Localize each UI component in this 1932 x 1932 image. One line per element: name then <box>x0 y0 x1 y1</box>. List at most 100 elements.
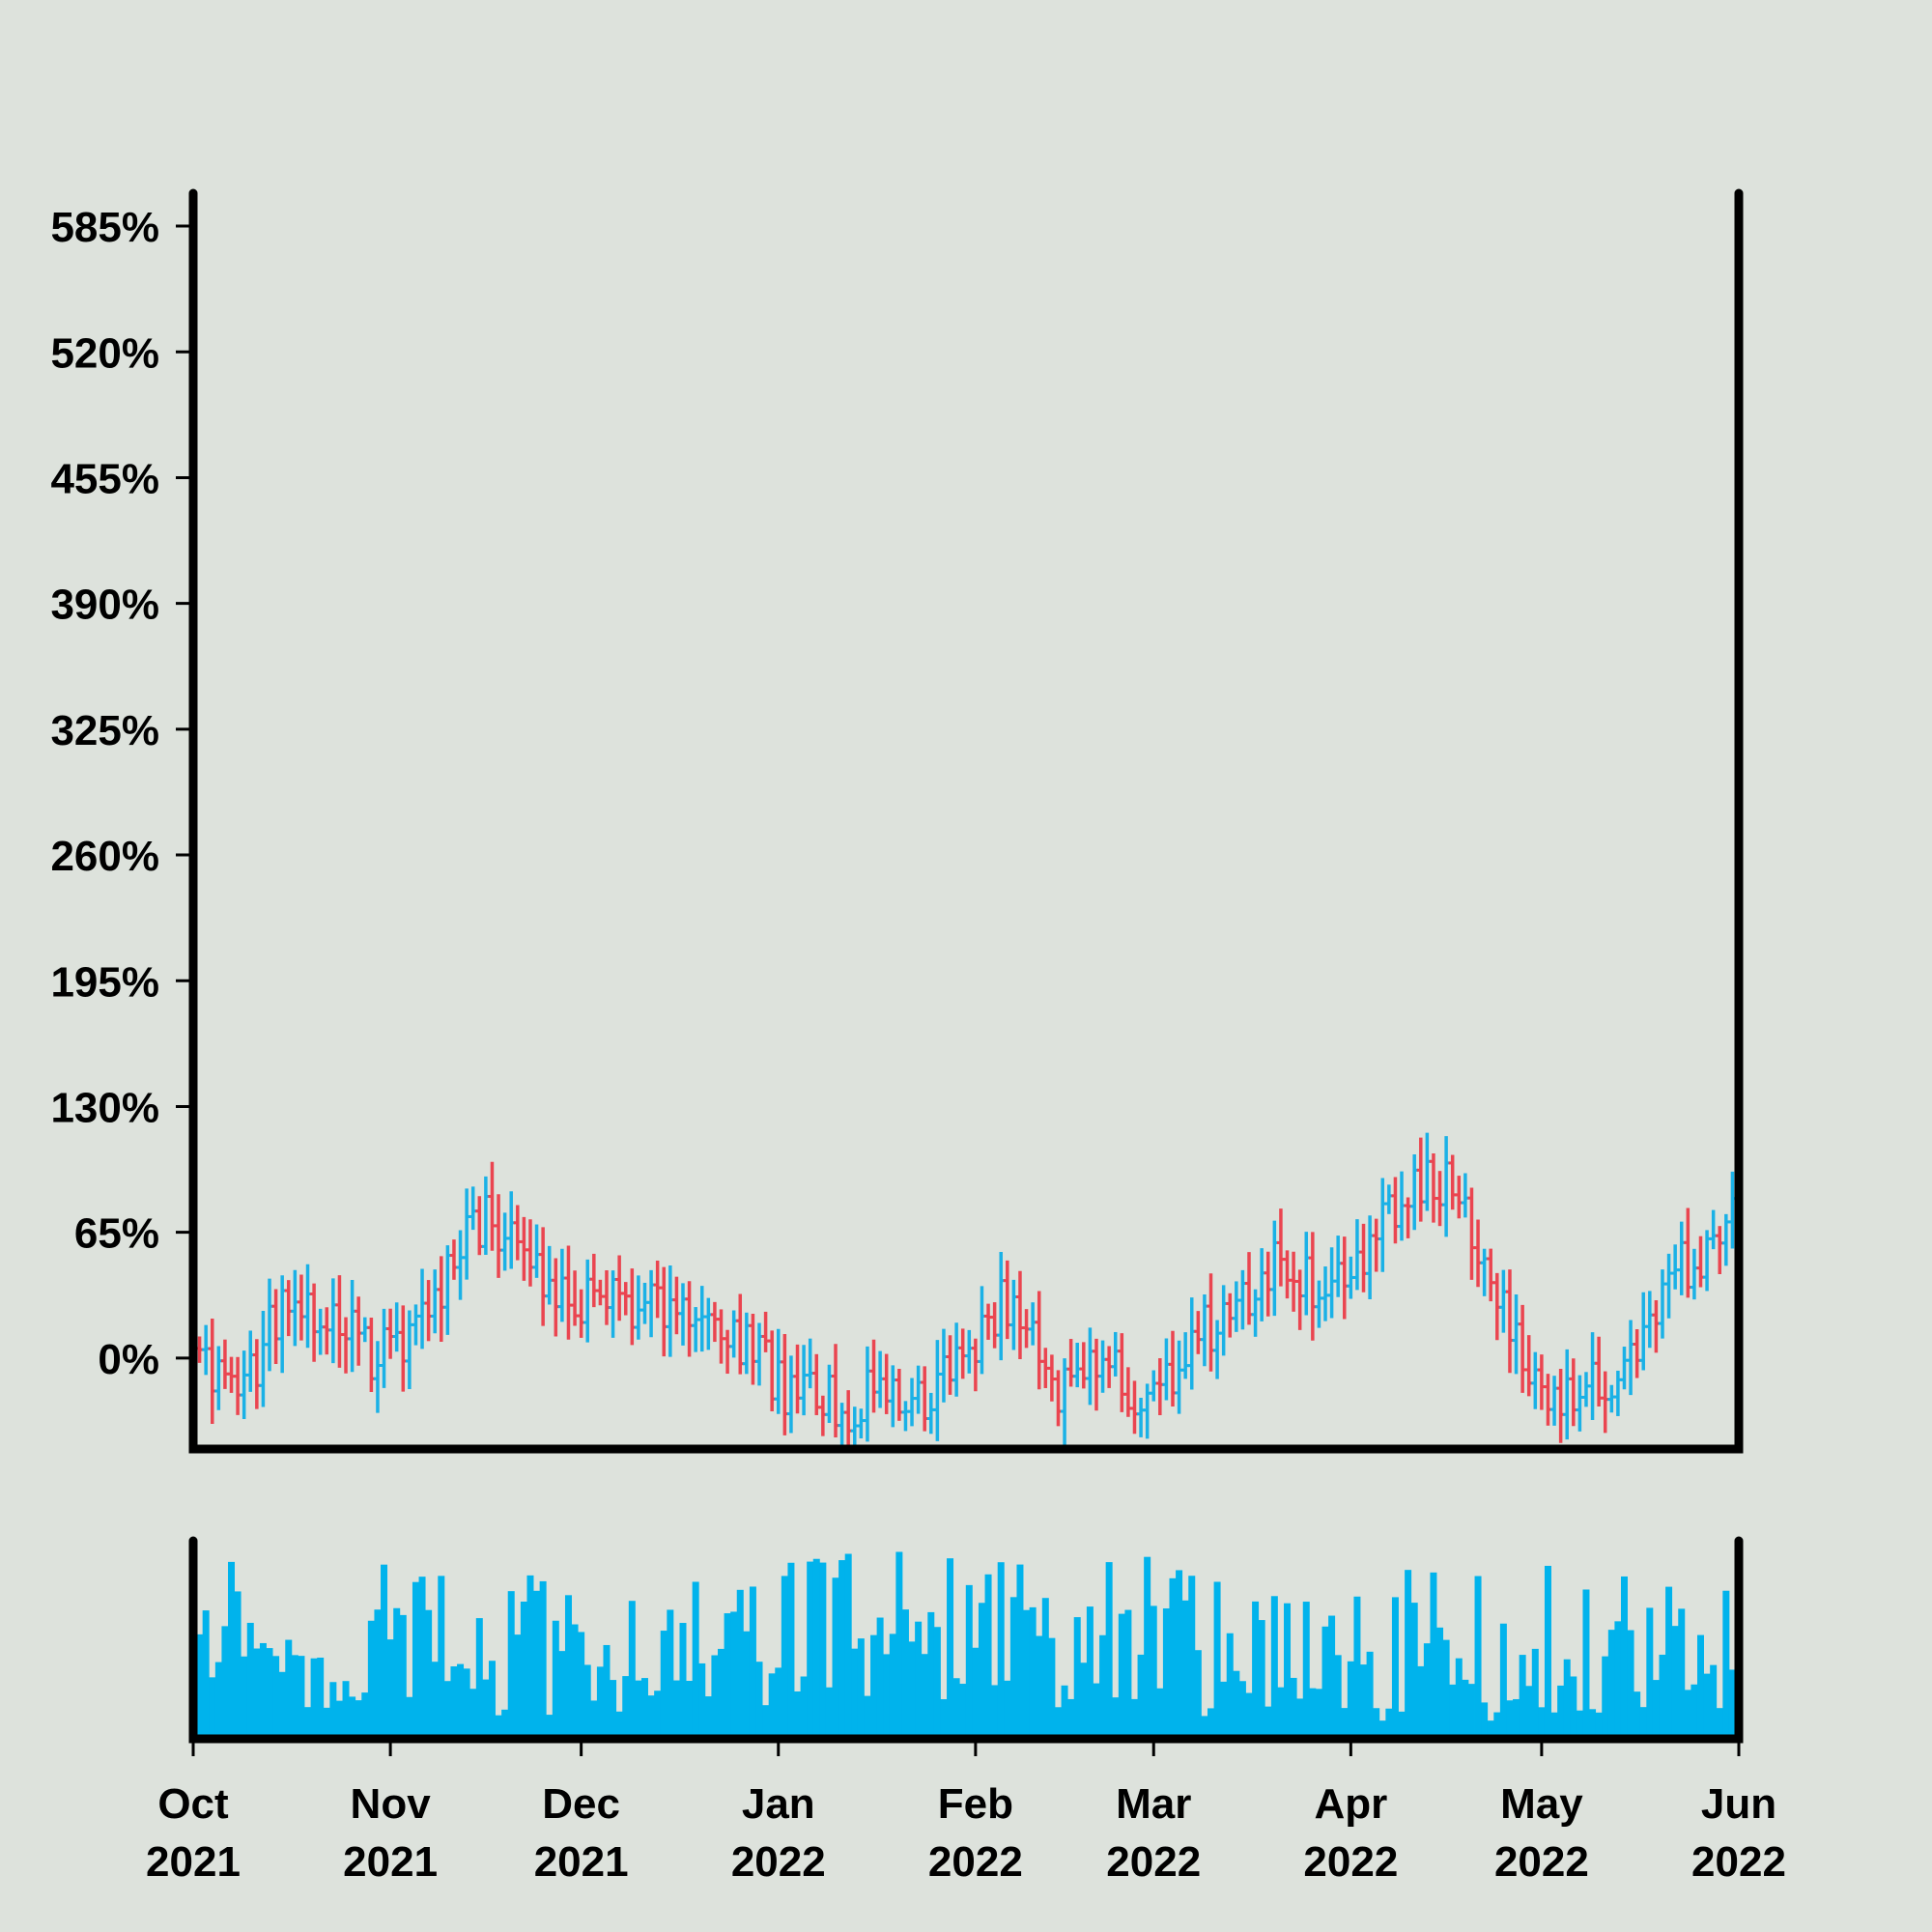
volume-bar <box>1639 1707 1647 1739</box>
volume-bar <box>501 1709 509 1739</box>
volume-bar <box>640 1678 648 1739</box>
volume-bar <box>1589 1709 1597 1739</box>
volume-bar <box>876 1617 884 1739</box>
volume-bar <box>1054 1707 1062 1739</box>
x-tick-year-label: 2022 <box>1106 1838 1201 1886</box>
x-tick-year-label: 2022 <box>1303 1838 1398 1886</box>
volume-bar <box>564 1595 572 1739</box>
price-axes-frame <box>188 188 1744 1454</box>
volume-bar <box>991 1685 999 1739</box>
volume-bar <box>1048 1637 1056 1739</box>
volume-bar <box>749 1586 756 1739</box>
volume-bar <box>686 1681 694 1739</box>
volume-bar <box>1347 1661 1354 1739</box>
volume-bar <box>1029 1606 1037 1739</box>
volume-bar <box>1245 1692 1253 1739</box>
volume-bar <box>253 1648 261 1739</box>
volume-bar <box>246 1622 254 1739</box>
volume-bar <box>1462 1679 1469 1739</box>
volume-bar <box>1449 1684 1457 1739</box>
volume-bar <box>1169 1577 1177 1739</box>
volume-bar <box>278 1671 286 1739</box>
volume-bar <box>775 1667 782 1739</box>
x-tick-month-label: Nov <box>351 1780 432 1828</box>
volume-bar <box>812 1558 820 1739</box>
volume-bar <box>1264 1706 1272 1739</box>
x-tick-month-label: Dec <box>542 1780 620 1828</box>
volume-bar <box>1360 1664 1368 1739</box>
volume-bar <box>1309 1688 1317 1739</box>
volume-bar <box>1410 1603 1418 1739</box>
volume-bar <box>972 1647 980 1739</box>
volume-bar <box>1284 1603 1292 1739</box>
volume-bar <box>1722 1590 1730 1739</box>
volume-bar <box>1373 1708 1380 1739</box>
volume-bar <box>807 1561 814 1739</box>
volume-bar <box>1162 1608 1170 1739</box>
volume-bar <box>1487 1720 1494 1739</box>
volume-bar <box>1652 1680 1660 1739</box>
volume-bar <box>1061 1685 1068 1739</box>
volume-bar <box>1417 1665 1425 1739</box>
volume-bar <box>1436 1627 1444 1739</box>
volume-bar <box>1213 1581 1221 1739</box>
volume-bar <box>933 1627 941 1739</box>
volume-bar <box>1405 1570 1412 1739</box>
volume-bar <box>1201 1716 1208 1739</box>
volume-bar <box>1620 1576 1628 1739</box>
volume-bar <box>1398 1711 1406 1739</box>
volume-bar <box>1474 1576 1482 1739</box>
x-axis-ticks: Oct 2021 Nov 2021 Dec 2021 Jan 2022 Feb 2022 Mar 20… <box>146 1739 1786 1886</box>
volume-bar <box>692 1581 699 1739</box>
volume-bar <box>196 1634 204 1739</box>
volume-bar <box>1188 1576 1196 1739</box>
volume-bar <box>1004 1680 1011 1739</box>
volume-bar <box>635 1680 642 1739</box>
volume-bar <box>1277 1687 1285 1739</box>
volume-bar <box>381 1564 388 1739</box>
volume-bar <box>349 1696 356 1739</box>
volume-bar <box>1563 1659 1571 1739</box>
volume-bars-group <box>196 1551 1736 1739</box>
y-tick-label: 130% <box>50 1084 159 1131</box>
volume-bar <box>1315 1689 1322 1739</box>
volume-bar <box>514 1634 522 1739</box>
volume-bar <box>266 1648 273 1739</box>
volume-bar <box>1519 1655 1526 1739</box>
volume-bar <box>1226 1633 1234 1739</box>
volume-bar <box>895 1551 903 1739</box>
volume-axes-frame <box>188 1536 1744 1744</box>
volume-bar <box>533 1590 541 1739</box>
volume-bar <box>571 1624 579 1739</box>
price-bars-group <box>195 1132 1737 1449</box>
x-tick-year-label: 2021 <box>534 1838 629 1886</box>
volume-bar <box>520 1601 527 1739</box>
volume-bar <box>1118 1613 1125 1739</box>
volume-bar <box>393 1607 401 1739</box>
volume-bar <box>450 1666 458 1739</box>
volume-bar <box>335 1700 343 1739</box>
x-tick-year-label: 2022 <box>1494 1838 1589 1886</box>
volume-bar <box>870 1634 878 1739</box>
y-tick-label: 520% <box>50 329 159 377</box>
volume-bar <box>1391 1597 1399 1739</box>
volume-bar <box>1328 1615 1336 1739</box>
y-tick-label: 455% <box>50 455 159 502</box>
volume-bar <box>1646 1607 1654 1739</box>
volume-bar <box>660 1631 668 1739</box>
volume-bar <box>1220 1681 1228 1739</box>
volume-bar <box>583 1664 591 1739</box>
volume-bar <box>1671 1626 1679 1739</box>
volume-bar <box>997 1562 1005 1739</box>
volume-bar <box>406 1696 413 1739</box>
volume-bar <box>615 1711 623 1739</box>
volume-bar <box>304 1707 312 1739</box>
volume-bar <box>1634 1691 1641 1739</box>
volume-bar <box>921 1654 928 1739</box>
volume-bar <box>1302 1602 1310 1739</box>
volume-bar <box>628 1601 636 1739</box>
volume-bar <box>1207 1708 1214 1739</box>
volume-bar <box>1238 1681 1246 1739</box>
volume-bar <box>711 1655 719 1739</box>
volume-bar <box>1499 1623 1507 1739</box>
